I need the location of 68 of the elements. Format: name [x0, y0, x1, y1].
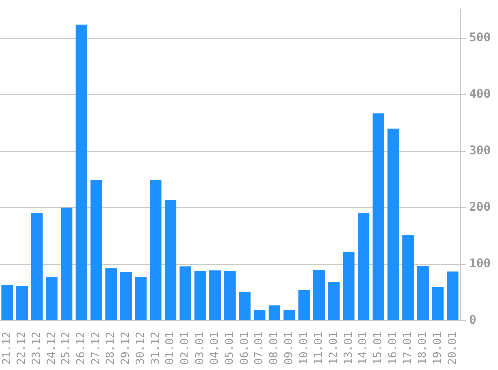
x-tick-label: 22.12	[15, 332, 28, 366]
bar	[298, 290, 310, 320]
bar	[76, 24, 88, 320]
y-tick-label: 200	[469, 200, 492, 214]
bar	[417, 266, 429, 320]
bar	[180, 266, 192, 320]
x-tick-label: 27.12	[89, 332, 102, 366]
x-tick-label: 01.01	[164, 332, 177, 366]
bar	[239, 292, 251, 320]
y-tick-label: 400	[469, 87, 492, 102]
bar	[254, 310, 266, 320]
bar	[372, 114, 384, 320]
bar	[432, 288, 444, 320]
x-tick-label: 19.01	[430, 332, 444, 366]
x-tick-label: 17.01	[401, 332, 414, 366]
bar	[16, 286, 28, 320]
x-tick-label: 09.01	[282, 332, 296, 366]
x-tick-label: 18.01	[416, 332, 430, 366]
bar	[135, 277, 147, 320]
bar	[106, 268, 118, 320]
x-tick-label: 14.01	[356, 332, 370, 366]
x-tick-label: 05.01	[223, 332, 236, 366]
x-tick-label: 16.01	[386, 332, 400, 366]
y-tick-label: 0	[469, 313, 477, 328]
bar	[224, 271, 236, 320]
bar	[31, 212, 43, 320]
x-tick-label: 31.12	[148, 332, 162, 366]
bar	[328, 282, 340, 320]
bar	[194, 271, 206, 320]
x-tick-label: 20.01	[446, 332, 459, 366]
x-tick-label: 30.12	[134, 332, 147, 366]
x-tick-label: 11.01	[312, 332, 326, 366]
x-tick-label: 26.12	[74, 332, 88, 366]
bar	[61, 208, 73, 320]
x-tick-label: 10.01	[297, 332, 310, 366]
x-tick-label: 12.01	[326, 332, 340, 366]
bar	[210, 270, 222, 320]
x-tick-label: 03.01	[193, 332, 206, 366]
y-tick-label: 300	[469, 144, 492, 158]
bar	[343, 252, 355, 320]
bar	[46, 277, 58, 320]
x-tick-label: 25.12	[60, 332, 73, 366]
x-tick-label: 02.01	[178, 332, 192, 366]
bar	[268, 306, 280, 320]
y-tick-label: 100	[469, 256, 492, 271]
bar	[358, 214, 370, 320]
x-tick-label: 24.12	[44, 332, 58, 366]
bar	[388, 128, 400, 320]
x-tick-label: 21.12	[0, 332, 14, 366]
bar	[284, 310, 296, 320]
x-tick-label: 15.01	[372, 332, 385, 366]
bar	[164, 200, 177, 320]
bar	[313, 270, 326, 320]
x-tick-label: 06.01	[238, 332, 251, 366]
bar	[150, 180, 162, 320]
bar	[120, 272, 132, 320]
x-tick-label: 29.12	[119, 332, 132, 366]
x-tick-label: 04.01	[208, 332, 222, 366]
bar	[402, 235, 414, 320]
x-tick-label: 28.12	[104, 332, 118, 366]
x-tick-label: 07.01	[252, 332, 266, 366]
bar	[447, 272, 459, 320]
bar	[90, 180, 102, 320]
x-tick-label: 13.01	[342, 332, 355, 366]
x-tick-label: 23.12	[30, 332, 43, 366]
y-tick-label: 500	[469, 30, 492, 45]
bar	[2, 285, 14, 320]
x-tick-label: 08.01	[268, 332, 281, 366]
